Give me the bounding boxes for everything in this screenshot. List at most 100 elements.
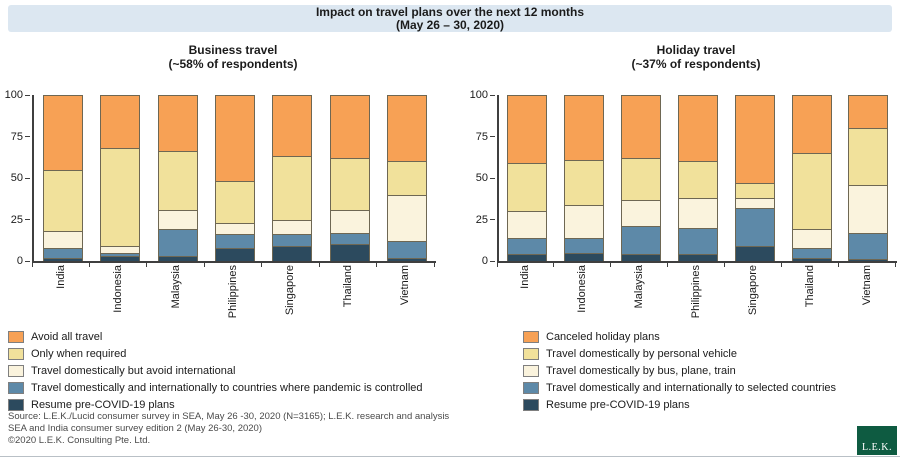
y-axis-tick <box>490 219 495 220</box>
report-title-banner: Impact on travel plans over the next 12 … <box>8 5 892 32</box>
y-axis-tick-label: 25 <box>475 213 488 226</box>
bar-malaysia <box>157 95 198 261</box>
x-axis-tick <box>261 263 263 267</box>
bar-segment <box>848 259 889 261</box>
y-axis-tick <box>490 136 495 137</box>
bar-segment <box>621 199 662 227</box>
bar-segment <box>734 246 775 261</box>
chart-title-text: Business travel <box>188 43 278 57</box>
y-axis-tick <box>25 136 30 137</box>
bar-segment <box>329 244 370 261</box>
y-axis-tick-label: 75 <box>475 130 488 143</box>
x-axis-tick <box>146 263 148 267</box>
bar-segment <box>677 254 718 261</box>
bar-segment <box>214 234 255 248</box>
legend-item: Only when required <box>8 347 423 360</box>
bars-container <box>499 95 897 261</box>
bar-segment <box>621 158 662 200</box>
y-axis-tick-label: 0 <box>16 255 23 267</box>
bar-segment <box>848 232 889 260</box>
bar-segment <box>507 237 548 255</box>
x-axis-label: Vietnam <box>399 265 412 306</box>
bar-segment <box>157 209 198 230</box>
legend-label: Avoid all travel <box>31 330 103 343</box>
legend-label: Travel domestically and internationally … <box>546 381 837 394</box>
legend: Avoid all travel Only when required Travel… <box>8 330 423 415</box>
bar-segment <box>564 237 605 253</box>
bar-segment <box>42 95 83 170</box>
bar-segment <box>272 156 313 220</box>
bar-segment <box>791 247 832 258</box>
bar-segment <box>329 209 370 233</box>
bar-segment <box>507 95 548 164</box>
legend-label: Travel domestically and internationally … <box>31 381 423 394</box>
y-axis-tick-label: 50 <box>475 172 488 184</box>
y-axis-tick <box>490 177 495 179</box>
x-axis-label: Thailand <box>341 265 354 308</box>
bar-segment <box>329 95 370 159</box>
legend-label: Travel domestically by personal vehicle <box>546 347 737 360</box>
legend-swatch <box>8 330 24 343</box>
bar-segment <box>214 247 255 261</box>
bar-segment <box>100 252 141 257</box>
legend-swatch <box>523 347 539 360</box>
bar-segment <box>677 95 718 162</box>
bar-segment <box>214 222 255 235</box>
legend-swatch <box>8 381 24 394</box>
bar-segment <box>848 128 889 185</box>
report-date: (May 26 – 30, 2020) <box>395 17 505 32</box>
legend-label: Only when required <box>31 347 127 360</box>
bar-india <box>42 95 83 261</box>
y-axis-tick-label: 0 <box>481 255 488 267</box>
bar-segment <box>272 234 313 247</box>
x-axis-tick <box>610 263 612 267</box>
chart-title: Holiday travel (~37% of respondents) <box>497 43 895 71</box>
bar-segment <box>100 256 141 261</box>
y-axis-tick-label: 75 <box>10 130 23 143</box>
x-axis-label: Malaysia <box>633 265 646 309</box>
legend-item: Travel domestically and internationally … <box>523 381 836 394</box>
x-axis-label: Singapore <box>284 265 297 316</box>
legend-item: Travel domestically by personal vehicle <box>523 347 836 360</box>
bar-segment <box>507 254 548 261</box>
bar-segment <box>734 183 775 198</box>
bar-segment <box>387 241 428 258</box>
chart-title: Business travel (~58% of respondents) <box>32 43 434 71</box>
survey-edition-line: SEA and India consumer survey edition 2 … <box>8 423 263 434</box>
bar-segment <box>734 207 775 247</box>
bar-segment <box>272 219 313 235</box>
bar-segment <box>157 151 198 210</box>
legend-item: Travel domestically but avoid internatio… <box>8 364 423 377</box>
bar-indonesia <box>564 95 605 261</box>
bar-segment <box>564 159 605 205</box>
bar-segment <box>157 256 198 261</box>
bar-segment <box>734 95 775 183</box>
lek-logo-text: L.E.K. <box>862 442 892 453</box>
legend-item: Canceled holiday plans <box>523 330 836 343</box>
bar-segment <box>157 95 198 152</box>
bar-segment <box>214 181 255 223</box>
legend-swatch <box>8 364 24 377</box>
legend-swatch <box>523 364 539 377</box>
x-axis-tick <box>376 263 378 267</box>
bar-segment <box>621 226 662 255</box>
bar-segment <box>387 95 428 162</box>
legend-label: Travel domestically by bus, plane, train <box>546 364 736 377</box>
bar-segment <box>507 211 548 238</box>
legend-label: Resume pre-COVID-19 plans <box>546 398 690 411</box>
x-axis-tick <box>723 263 725 267</box>
legend-label: Canceled holiday plans <box>546 330 660 343</box>
bar-segment <box>791 153 832 230</box>
legend-swatch <box>8 347 24 360</box>
bar-segment <box>848 184 889 233</box>
chart-subtitle-text: (~58% of respondents) <box>168 57 298 71</box>
x-axis-label: Singapore <box>746 265 759 316</box>
y-axis-tick <box>490 94 495 96</box>
x-axis-label: Philippines <box>690 265 702 319</box>
legend: Canceled holiday plans Travel domesticall… <box>523 330 836 415</box>
bar-segment <box>564 204 605 238</box>
legend-label: Resume pre-COVID-19 plans <box>31 398 175 411</box>
x-axis-label: Vietnam <box>860 265 873 306</box>
y-axis-tick <box>25 94 30 96</box>
